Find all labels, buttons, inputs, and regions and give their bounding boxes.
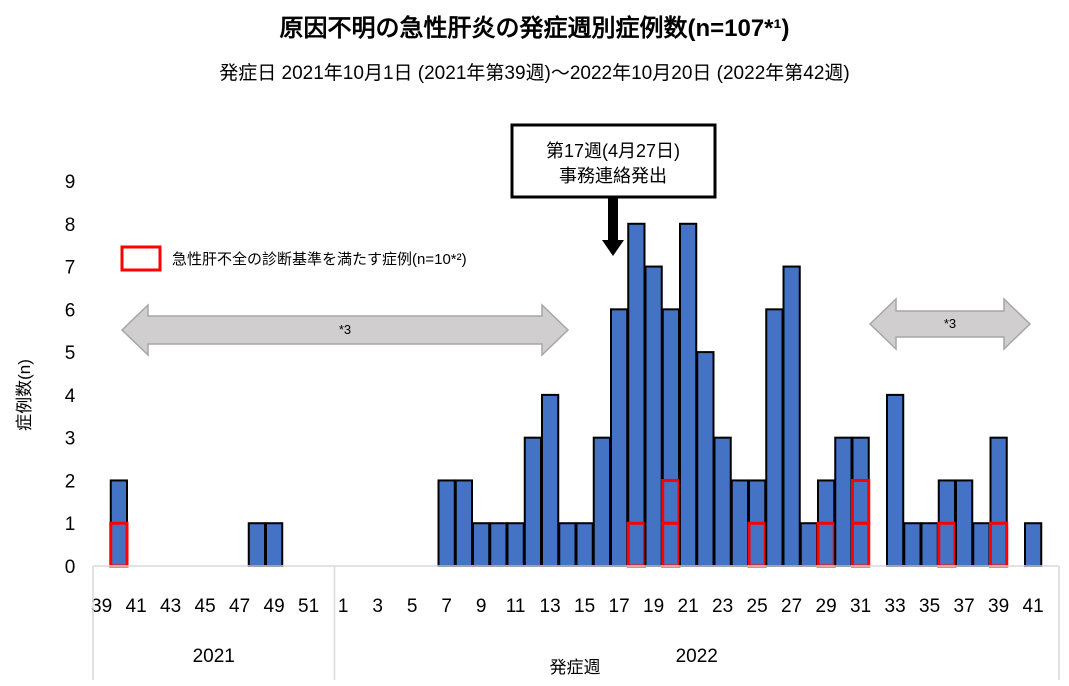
x-axis-label: 発症週 (550, 658, 601, 677)
bar (489, 522, 508, 568)
range-arrow-right: *3 (868, 297, 1032, 351)
x-tick-label: 27 (781, 596, 802, 617)
bar (799, 522, 818, 568)
x-tick-label: 49 (264, 596, 285, 617)
callout-line1: 第17週(4月27日) (546, 141, 680, 161)
bar (834, 436, 853, 567)
callout-line2: 事務連絡発出 (559, 166, 667, 186)
callout-annotation: 第17週(4月27日) 事務連絡発出 (510, 123, 717, 256)
year-label: 2021 (193, 646, 235, 667)
bar (851, 436, 870, 567)
bar (627, 222, 646, 567)
down-arrow-icon (602, 198, 624, 256)
callout-box (510, 123, 717, 199)
chart-title: 原因不明の急性肝炎の発症週別症例数(n=107*¹) (279, 15, 790, 42)
bar (1024, 522, 1043, 568)
x-tick-label: 17 (609, 596, 630, 617)
bar (955, 479, 974, 568)
bar (661, 308, 680, 567)
x-tick-label: 33 (885, 596, 906, 617)
range-arrow-left: *3 (120, 303, 570, 357)
year-label: 2022 (676, 646, 718, 667)
x-tick-label: 9 (476, 596, 487, 617)
bar (247, 522, 266, 568)
y-tick-label: 8 (65, 215, 76, 236)
y-tick-label: 2 (65, 471, 76, 492)
x-tick-label: 3 (372, 596, 383, 617)
bar (644, 265, 663, 567)
bar (920, 522, 939, 568)
x-tick-label: 37 (954, 596, 975, 617)
x-tick-label: 11 (506, 596, 526, 617)
y-axis: 0 1 2 3 4 5 6 7 8 9 (65, 172, 76, 578)
x-tick-label: 47 (229, 596, 250, 617)
x-tick-label: 39 (988, 596, 1009, 617)
x-tick-label: 19 (643, 596, 664, 617)
x-tick-label: 21 (678, 596, 699, 617)
y-axis-label: 症例数(n) (15, 359, 34, 431)
range-arrow-right-label: *3 (944, 316, 956, 331)
x-tick-label: 15 (574, 596, 595, 617)
bar (558, 522, 577, 568)
bar (972, 522, 991, 568)
x-tick-label: 41 (1023, 596, 1044, 617)
acute-liver-failure-highlight (851, 478, 871, 525)
x-tick-label: 35 (919, 596, 940, 617)
x-tick-label: 51 (298, 596, 319, 617)
bar (886, 393, 905, 567)
bar (765, 308, 784, 567)
bar (730, 479, 749, 568)
bar (575, 522, 594, 568)
y-tick-label: 7 (65, 258, 76, 279)
y-tick-label: 1 (65, 514, 76, 535)
x-tick-label: 39 (91, 596, 112, 617)
range-arrow-left-label: *3 (339, 322, 351, 337)
y-tick-label: 5 (65, 343, 76, 364)
y-tick-label: 4 (65, 386, 76, 407)
y-tick-label: 3 (65, 429, 76, 450)
chart-subtitle: 発症日 2021年10月1日 (2021年第39週)～2022年10月20日 (… (219, 63, 850, 84)
x-tick-label: 23 (712, 596, 733, 617)
bar (610, 308, 629, 567)
bar (679, 222, 698, 567)
x-tick-label: 5 (407, 596, 418, 617)
x-tick-label: 45 (195, 596, 216, 617)
legend-label: 急性肝不全の診断基準を満たす症例(n=10*²) (172, 250, 467, 268)
bar (454, 479, 473, 568)
bar (903, 522, 922, 568)
bar (472, 522, 491, 568)
y-tick-label: 6 (65, 300, 76, 321)
bar (541, 393, 560, 567)
bar (696, 351, 715, 567)
bar (523, 436, 542, 567)
x-tick-label: 1 (338, 596, 349, 617)
x-tick-label: 41 (126, 596, 147, 617)
bar (782, 265, 801, 567)
x-tick-label: 13 (540, 596, 561, 617)
bar (265, 522, 284, 568)
bars (109, 222, 1043, 568)
bar (989, 436, 1008, 567)
bar (592, 436, 611, 567)
bar (437, 479, 456, 568)
x-tick-label: 43 (160, 596, 181, 617)
x-tick-label: 31 (850, 596, 871, 617)
bar (506, 522, 525, 568)
y-tick-label: 0 (65, 557, 76, 578)
y-tick-label: 9 (65, 172, 76, 193)
x-tick-label: 7 (441, 596, 452, 617)
x-tick-label: 29 (816, 596, 837, 617)
x-tick-label: 25 (747, 596, 768, 617)
bar (713, 436, 732, 567)
legend: 急性肝不全の診断基準を満たす症例(n=10*²) (120, 245, 467, 272)
legend-swatch (120, 245, 162, 272)
